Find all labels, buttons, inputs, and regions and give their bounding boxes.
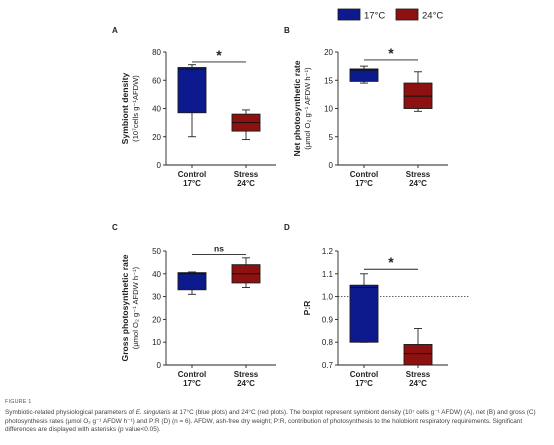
x-category-label: Stress	[406, 370, 431, 379]
panel-p-r-ratio: D 0.7 0.8 0.9 1.0 1.1 1.2 P:R Control 17°C Stress…	[280, 215, 540, 405]
box-group	[231, 109, 261, 141]
legend-item-17c: 17°C	[337, 8, 385, 22]
box-group	[177, 271, 207, 295]
y-tick-label: 40	[152, 105, 161, 114]
box-group	[349, 65, 379, 84]
panel-symbiont-density: A 0 20 40 60 80 Symbiont density (10⁷cells g⁻¹…	[108, 20, 368, 210]
box-group	[349, 273, 379, 343]
box-group	[403, 328, 433, 366]
box-body	[403, 344, 433, 366]
y-tick-label: 10	[152, 338, 161, 347]
box-group	[403, 71, 433, 112]
legend-swatch-17c	[337, 8, 361, 21]
y-axis-label: (10⁷cells g⁻¹AFDW)	[131, 75, 140, 142]
x-category-label: 17°C	[355, 379, 373, 388]
x-category-label: 17°C	[355, 179, 373, 188]
y-tick-label: 0.9	[322, 315, 334, 324]
y-tick-label: 0	[157, 161, 162, 170]
y-tick-label: 40	[152, 270, 161, 279]
x-category-label: Control	[178, 170, 206, 179]
x-category-label: Stress	[406, 170, 431, 179]
panel-letter: D	[284, 223, 290, 232]
x-category-label: 24°C	[409, 179, 427, 188]
box-group	[231, 257, 261, 288]
figure-label: FIGURE 1	[5, 399, 32, 405]
box-body	[177, 67, 207, 114]
y-tick-label: 20	[152, 133, 161, 142]
y-axis-label: P:R	[302, 300, 312, 316]
figure-caption: FIGURE 1 Symbiotic-related physiological…	[5, 398, 550, 434]
x-category-label: 24°C	[237, 179, 255, 188]
legend-swatch-24c	[395, 8, 419, 21]
significance-label: *	[388, 254, 394, 270]
chart-legend: 17°C 24°C	[337, 8, 443, 22]
y-tick-label: 0.8	[322, 338, 334, 347]
box-body	[349, 284, 379, 343]
legend-item-24c: 24°C	[395, 8, 443, 22]
x-category-label: Stress	[234, 370, 259, 379]
x-category-label: Stress	[234, 170, 259, 179]
y-tick-label: 15	[324, 76, 333, 85]
significance-label: *	[216, 47, 222, 63]
chart-symbiont-density: 0 20 40 60 80 Symbiont density (10⁷cells g⁻¹AF…	[120, 47, 276, 188]
y-axis-label: Net photosynthetic rate	[292, 60, 302, 156]
y-tick-label: 50	[152, 247, 161, 256]
y-tick-label: 0.7	[322, 361, 334, 370]
chart-net-photosynthetic-rate: 0 5 10 15 20 Net photosynthetic rate (µmol O₂ …	[292, 45, 448, 188]
y-tick-label: 20	[324, 48, 333, 57]
caption-text-start: Symbiotic-related physiological paramete…	[5, 409, 136, 417]
significance-label: ns	[214, 243, 224, 253]
x-category-label: 17°C	[183, 179, 201, 188]
panel-letter: A	[112, 26, 118, 35]
y-axis-label: (µmol O₂ g⁻¹ AFDW h⁻¹)	[131, 266, 140, 349]
panel-letter: C	[112, 223, 118, 232]
y-tick-label: 60	[152, 76, 161, 85]
box-body	[177, 272, 207, 291]
y-axis-label: Symbiont density	[120, 72, 130, 144]
y-tick-label: 0	[329, 161, 334, 170]
y-axis-label: Gross photosynthetic rate	[120, 254, 130, 361]
caption-species: E. singularis	[135, 409, 171, 417]
chart-gross-photosynthetic-rate: 0 10 20 30 40 50 Gross photosynthetic rate (µmo…	[120, 243, 276, 388]
legend-label-17c: 17°C	[364, 11, 385, 22]
y-tick-label: 1.0	[322, 293, 334, 302]
panel-gross-photosynthetic-rate: C 0 10 20 30 40 50 Gross photosynthetic rate (µ…	[108, 215, 368, 405]
y-tick-label: 1.2	[322, 247, 334, 256]
y-tick-label: 20	[152, 315, 161, 324]
y-tick-label: 30	[152, 293, 161, 302]
y-tick-label: 1.1	[322, 270, 334, 279]
y-tick-label: 10	[324, 105, 333, 114]
y-axis-label: (µmol O₂ g⁻¹ AFDW h⁻¹)	[303, 67, 312, 150]
x-category-label: 24°C	[409, 379, 427, 388]
panel-letter: B	[284, 26, 290, 35]
y-tick-label: 0	[157, 361, 162, 370]
caption-text-rest: at 17°C (blue plots) and 24°C (red plots…	[5, 409, 536, 433]
x-category-label: Control	[350, 370, 378, 379]
legend-label-24c: 24°C	[422, 11, 443, 22]
x-category-label: Control	[350, 170, 378, 179]
box-body	[349, 68, 379, 82]
significance-label: *	[388, 45, 394, 61]
x-category-label: 17°C	[183, 379, 201, 388]
panel-net-photosynthetic-rate: B 0 5 10 15 20 Net photosynthetic rate (µmol O…	[280, 20, 540, 210]
box-group	[177, 64, 207, 138]
x-category-label: Control	[178, 370, 206, 379]
x-category-label: 24°C	[237, 379, 255, 388]
y-tick-label: 80	[152, 48, 161, 57]
y-tick-label: 5	[329, 133, 334, 142]
